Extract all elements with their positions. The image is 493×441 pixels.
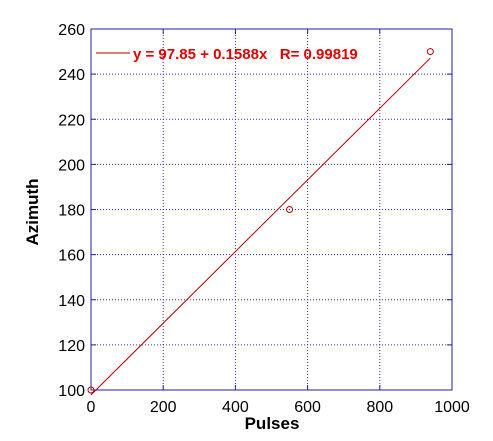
y-tick-labels: 100 120 140 160 180 200 220 240 260 (58, 22, 85, 400)
x-axis-title: Pulses (245, 414, 300, 433)
y-tick-label: 120 (58, 338, 85, 355)
x-tick-label: 400 (222, 399, 249, 416)
grid (91, 29, 452, 390)
legend-label: y = 97.85 + 0.1588x R= 0.99819 (133, 46, 358, 63)
y-axis-title: Azimuth (23, 178, 42, 245)
fit-layer (90, 57, 431, 396)
y-tick-label: 240 (58, 67, 85, 84)
y-tick-label: 220 (58, 112, 85, 129)
data-point (286, 206, 294, 213)
legend: y = 97.85 + 0.1588x R= 0.99819 (96, 46, 358, 63)
y-tick-label: 260 (58, 22, 85, 39)
y-tick-label: 180 (58, 203, 85, 220)
x-tick-label: 800 (366, 399, 393, 416)
y-tick-label: 160 (58, 248, 85, 265)
y-tick-label: 100 (58, 383, 85, 400)
data-point (87, 386, 95, 394)
fit-line (90, 57, 431, 396)
data-point (426, 48, 434, 56)
x-tick-labels: 0 200 400 600 800 1000 (87, 399, 470, 416)
x-tick-label: 200 (150, 399, 177, 416)
y-tick-label: 140 (58, 293, 85, 310)
x-tick-label: 600 (294, 399, 321, 416)
data-points (87, 48, 434, 394)
x-tick-label: 0 (87, 399, 96, 416)
axis-ticks (90, 28, 453, 391)
x-tick-label: 1000 (434, 399, 470, 416)
y-tick-label: 200 (58, 157, 85, 174)
